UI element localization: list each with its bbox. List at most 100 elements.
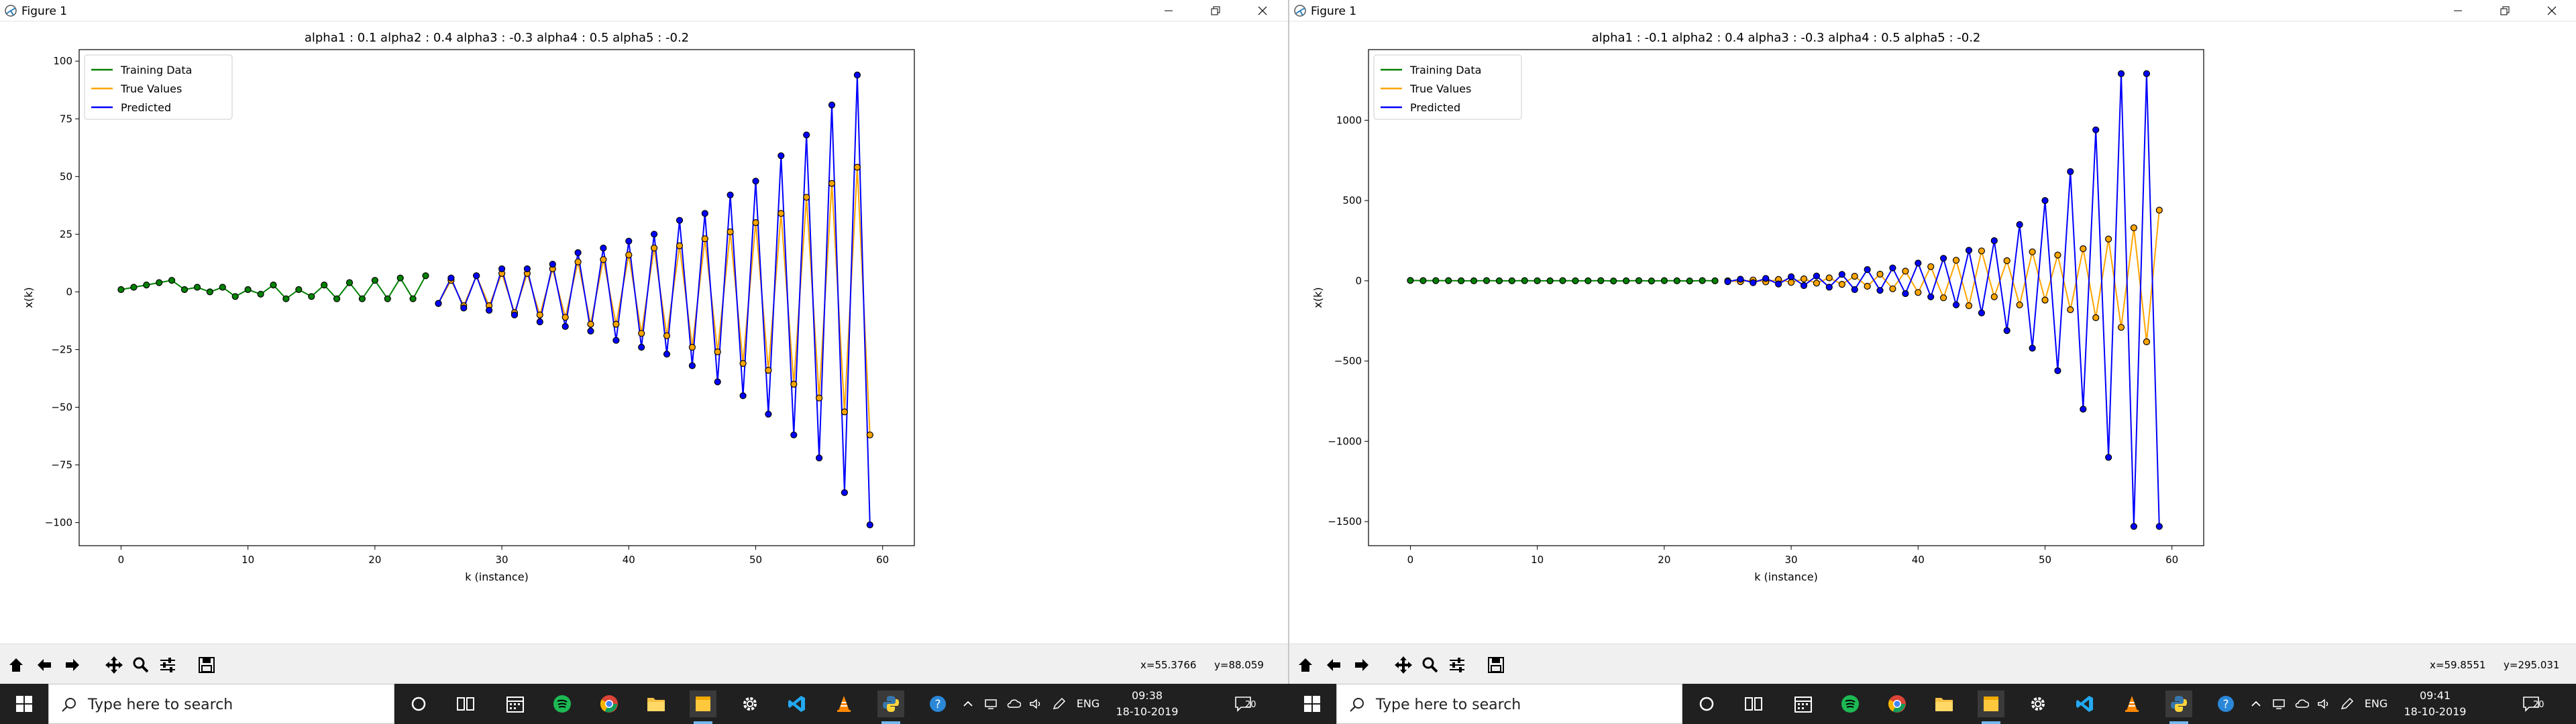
search-icon — [1350, 698, 1364, 712]
clock-time[interactable]: 09:41 — [2419, 689, 2451, 702]
data-point — [1990, 237, 1998, 245]
tray-onedrive[interactable] — [2292, 690, 2312, 717]
data-point — [257, 290, 264, 298]
minimize-button[interactable] — [2439, 0, 2477, 21]
taskbar-calendar-app[interactable] — [1790, 690, 1817, 717]
pan-button[interactable] — [101, 652, 127, 678]
action-center-button[interactable]: 20 — [1225, 690, 1261, 717]
data-point — [561, 314, 569, 321]
tray-network[interactable] — [981, 690, 1001, 717]
tray-pen[interactable] — [1049, 690, 1069, 717]
pan-button[interactable] — [1390, 652, 1417, 678]
taskbar-vscode-app[interactable] — [2072, 690, 2098, 717]
pen-icon — [2341, 697, 2354, 709]
zoom-button[interactable] — [127, 652, 154, 678]
taskbar-help-app[interactable]: ? — [2212, 690, 2239, 717]
configure-subplots-button[interactable] — [1444, 652, 1470, 678]
start-button[interactable] — [0, 684, 48, 724]
data-point — [663, 351, 671, 358]
configure-subplots-button[interactable] — [154, 652, 181, 678]
restore-button[interactable] — [1197, 0, 1234, 21]
save-button[interactable] — [1483, 652, 1509, 678]
tray-volume[interactable] — [1026, 690, 1046, 717]
task-view-button[interactable] — [1740, 690, 1767, 717]
data-point — [2054, 367, 2061, 375]
window-titlebar[interactable]: Figure 1 — [0, 0, 1288, 21]
python-icon — [883, 696, 899, 712]
cortana-button[interactable] — [1693, 690, 1720, 717]
close-button[interactable] — [2533, 0, 2571, 21]
tray-volume[interactable] — [2314, 690, 2334, 717]
taskbar-python-app[interactable] — [877, 690, 904, 724]
data-point — [2155, 523, 2163, 530]
save-button[interactable] — [193, 652, 220, 678]
minimize-icon — [2454, 10, 2462, 11]
taskbar-file-explorer-app[interactable] — [643, 690, 669, 717]
tray-onedrive[interactable] — [1004, 690, 1024, 717]
taskbar-search-box[interactable]: Type here to search — [1336, 684, 1682, 724]
back-button[interactable] — [1320, 652, 1347, 678]
data-point — [1889, 285, 1896, 292]
chart[interactable]: alpha1 : -0.1 alpha2 : 0.4 alpha3 : -0.3… — [1289, 21, 2576, 644]
home-button[interactable] — [1292, 652, 1319, 678]
task-view-icon — [457, 697, 474, 711]
restore-button[interactable] — [2486, 0, 2524, 21]
data-point — [587, 327, 594, 335]
y-tick-label: −100 — [45, 517, 72, 529]
taskbar-calendar-app[interactable] — [502, 690, 529, 717]
cortana-button[interactable] — [405, 690, 432, 717]
taskbar-vlc-app[interactable] — [2118, 690, 2145, 717]
data-point — [866, 521, 873, 529]
taskbar-sticky-notes-app[interactable] — [690, 690, 716, 724]
chart[interactable]: alpha1 : 0.1 alpha2 : 0.4 alpha3 : -0.3 … — [0, 21, 1288, 644]
clock-time[interactable]: 09:38 — [1131, 689, 1163, 702]
y-tick-label: 100 — [53, 55, 72, 67]
task-view-button[interactable] — [452, 690, 479, 717]
taskbar-search-box[interactable]: Type here to search — [48, 684, 394, 724]
show-hidden-icons-button[interactable] — [2246, 690, 2266, 717]
start-button[interactable] — [1288, 684, 1336, 724]
x-tick-label: 60 — [876, 554, 889, 566]
back-button[interactable] — [31, 652, 58, 678]
clock-date[interactable]: 18-10-2019 — [2404, 705, 2467, 718]
taskbar-settings-app[interactable] — [737, 690, 763, 717]
data-point — [1750, 279, 1757, 286]
close-button[interactable] — [1244, 0, 1281, 21]
forward-button[interactable] — [59, 652, 86, 678]
legend-label: Predicted — [121, 101, 171, 114]
vlc-cone-icon — [837, 696, 851, 712]
action-center-button[interactable]: 20 — [2513, 690, 2549, 717]
x-tick-label: 0 — [118, 554, 125, 566]
taskbar-python-app[interactable] — [2165, 690, 2192, 724]
clock-date[interactable]: 18-10-2019 — [1116, 705, 1179, 718]
taskbar-help-app[interactable]: ? — [924, 690, 951, 717]
minimize-button[interactable] — [1150, 0, 1187, 21]
data-point — [2104, 235, 2112, 243]
data-point — [574, 258, 582, 265]
taskbar-spotify-app[interactable] — [549, 690, 576, 717]
taskbar-chrome-app[interactable] — [596, 690, 623, 717]
taskbar-spotify-app[interactable] — [1837, 690, 1864, 717]
tray-network[interactable] — [2269, 690, 2289, 717]
data-point — [1699, 277, 1706, 284]
tray-pen[interactable] — [2337, 690, 2357, 717]
x-tick-label: 50 — [2039, 554, 2051, 566]
data-point — [473, 272, 480, 280]
forward-button[interactable] — [1348, 652, 1375, 678]
data-point — [1445, 277, 1452, 284]
show-hidden-icons-button[interactable] — [958, 690, 978, 717]
zoom-button[interactable] — [1417, 652, 1444, 678]
taskbar-chrome-app[interactable] — [1884, 690, 1911, 717]
data-point — [1787, 279, 1795, 286]
x-tick-label: 0 — [1407, 554, 1414, 566]
input-language[interactable]: ENG — [1076, 697, 1100, 710]
x-tick-label: 50 — [749, 554, 762, 566]
taskbar-sticky-notes-app[interactable] — [1978, 690, 2004, 724]
window-titlebar[interactable]: Figure 1 — [1289, 0, 2576, 21]
taskbar-vlc-app[interactable] — [830, 690, 857, 717]
home-button[interactable] — [3, 652, 30, 678]
taskbar-settings-app[interactable] — [2025, 690, 2051, 717]
taskbar-vscode-app[interactable] — [784, 690, 810, 717]
taskbar-file-explorer-app[interactable] — [1931, 690, 1957, 717]
input-language[interactable]: ENG — [2364, 697, 2388, 710]
